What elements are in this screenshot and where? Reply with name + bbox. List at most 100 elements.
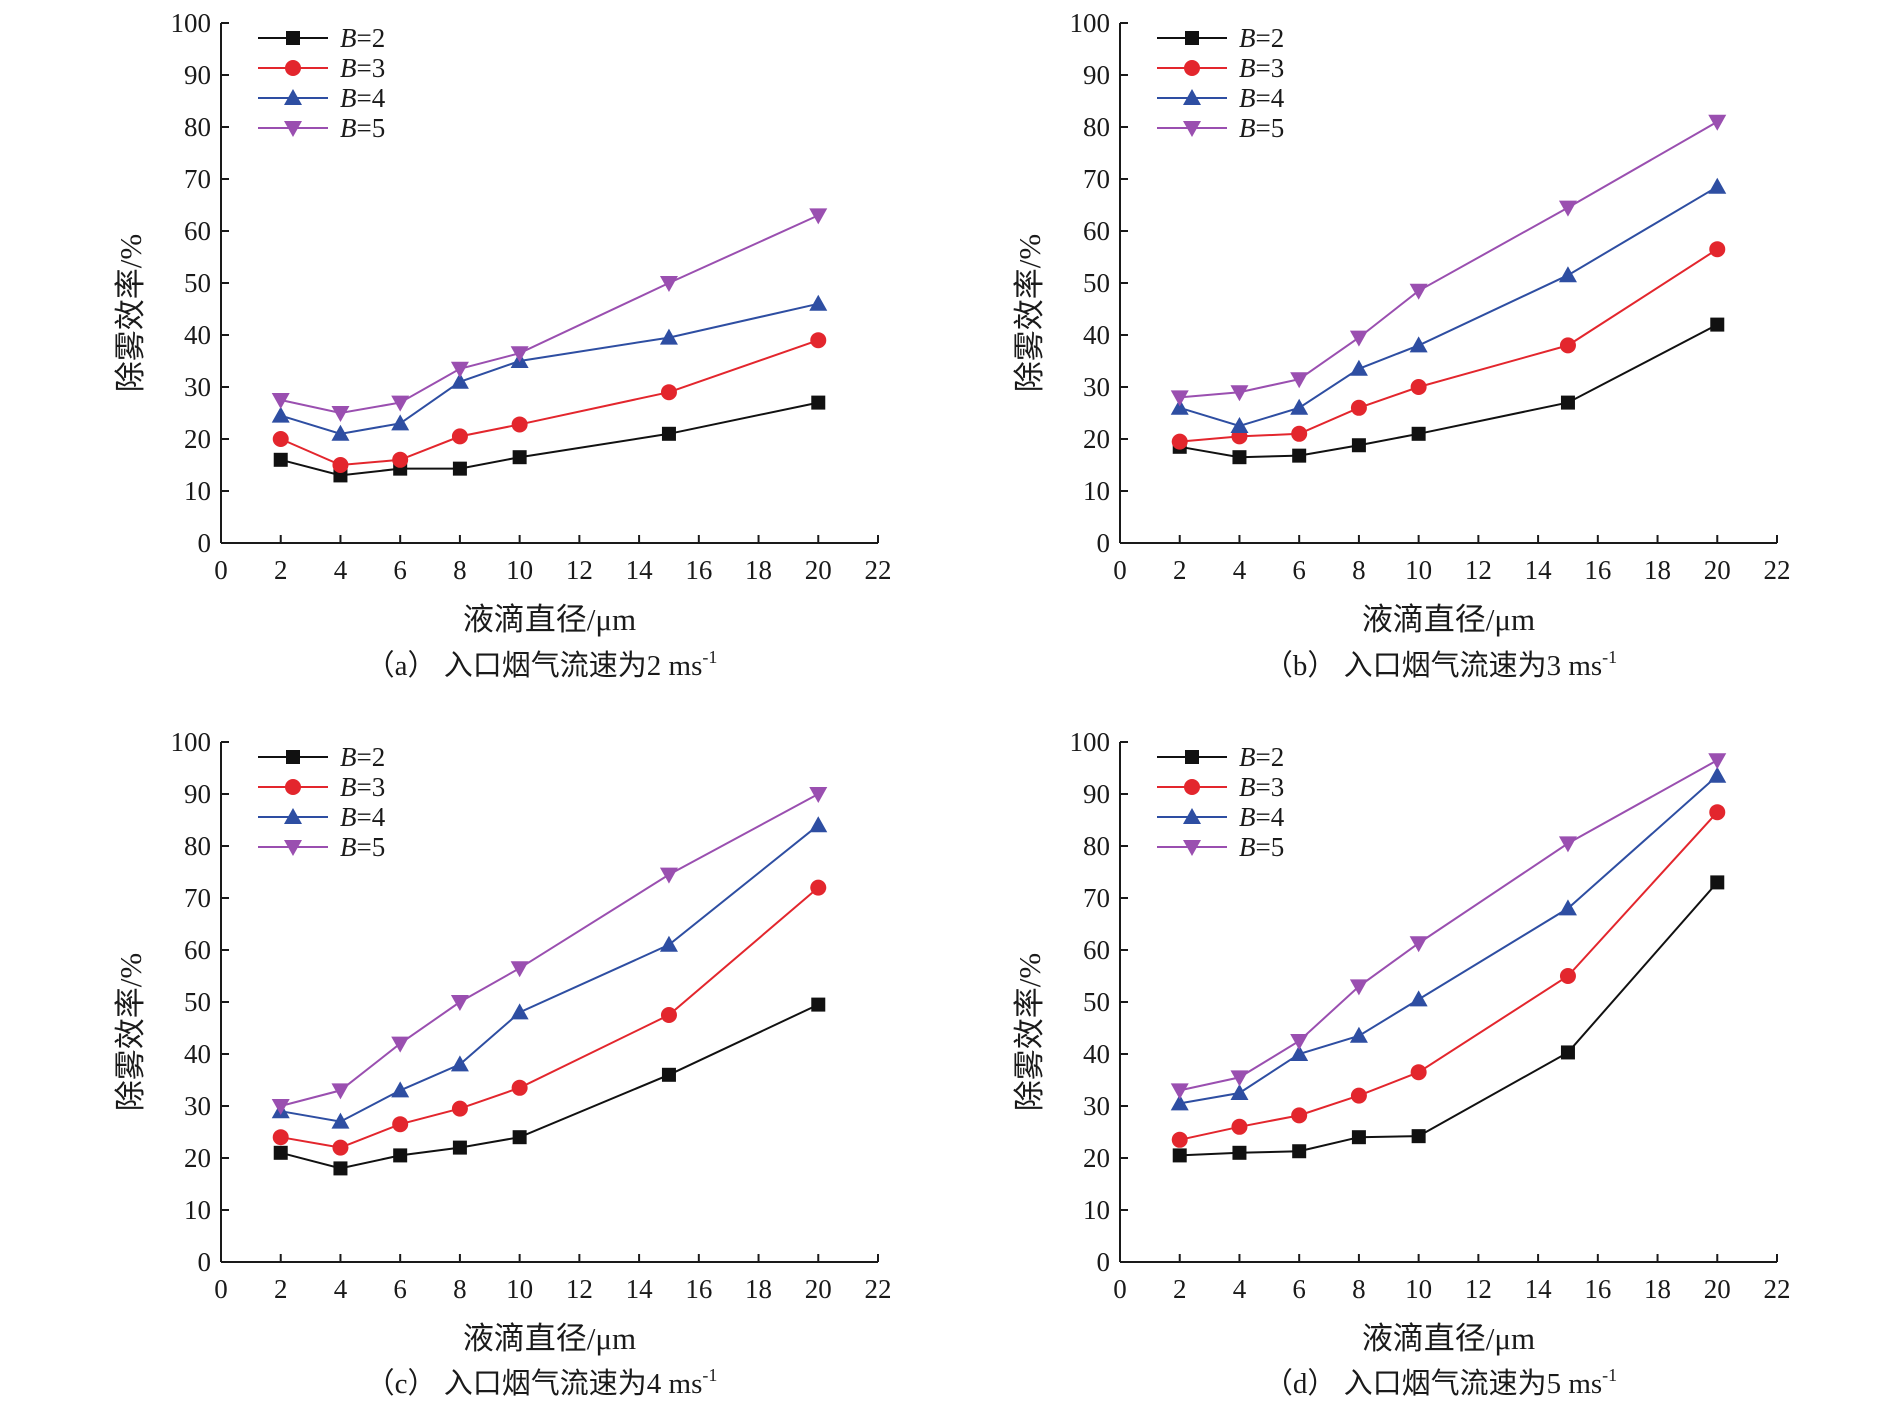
data-point: [1708, 177, 1727, 194]
data-point: [331, 1083, 350, 1100]
data-point: [661, 426, 676, 441]
data-point: [1230, 1084, 1249, 1100]
data-point: [1171, 433, 1188, 450]
data-point: [809, 787, 828, 803]
x-axis-title: 液滴直径/μm: [463, 1321, 636, 1356]
data-point: [809, 208, 828, 225]
y-tick-label: 50: [184, 268, 211, 298]
x-tick-label: 20: [1704, 555, 1731, 585]
x-tick-label: 8: [1352, 555, 1366, 585]
legend-label: B=2: [340, 23, 385, 53]
x-tick-label: 8: [1352, 1274, 1366, 1304]
legend-label: B=5: [1239, 832, 1284, 862]
legend-label: B=3: [1239, 772, 1284, 802]
data-point: [273, 452, 288, 467]
data-point: [1170, 1083, 1189, 1100]
data-point: [1559, 337, 1576, 354]
legend-marker: [286, 31, 300, 45]
data-point: [1230, 417, 1249, 433]
y-tick-label: 50: [1083, 987, 1110, 1017]
legend-marker: [285, 60, 301, 76]
legend-label: B=2: [1239, 23, 1284, 53]
data-point: [1230, 385, 1249, 402]
series-B=2: [273, 395, 826, 483]
x-tick-label: 14: [1525, 1274, 1553, 1304]
y-tick-label: 10: [1083, 476, 1110, 506]
y-tick-label: 10: [184, 476, 211, 506]
data-point: [391, 1081, 410, 1098]
data-point: [1558, 266, 1577, 283]
legend-marker: [1183, 89, 1201, 105]
x-tick-label: 2: [274, 1274, 288, 1304]
data-point: [451, 1100, 468, 1117]
data-point: [1230, 1070, 1249, 1087]
panel-caption: （a） 入口烟气流速为2 ms-1: [366, 647, 718, 682]
data-point: [811, 997, 826, 1012]
x-tick-label: 0: [1113, 1274, 1127, 1304]
y-tick-label: 30: [184, 1091, 211, 1121]
y-tick-label: 90: [1083, 60, 1110, 90]
data-point: [1410, 1064, 1427, 1081]
data-point: [1349, 330, 1368, 347]
y-tick-label: 60: [184, 935, 211, 965]
x-tick-label: 4: [1233, 555, 1247, 585]
data-point: [1170, 398, 1189, 415]
legend-label: B=2: [340, 742, 385, 772]
data-point: [333, 1161, 348, 1176]
x-tick-label: 18: [745, 555, 772, 585]
x-tick-label: 20: [1704, 1274, 1731, 1304]
legend-label: B=3: [1239, 53, 1284, 83]
legend-marker: [1184, 60, 1200, 76]
y-tick-label: 80: [1083, 831, 1110, 861]
data-point: [452, 461, 467, 476]
legend-marker: [286, 750, 300, 764]
legend-label: B=4: [1239, 83, 1285, 113]
x-tick-label: 18: [745, 1274, 772, 1304]
data-point: [510, 1003, 529, 1020]
legend-label: B=2: [1239, 742, 1284, 772]
data-point: [450, 372, 469, 389]
x-tick-label: 14: [1525, 555, 1553, 585]
data-point: [331, 406, 350, 422]
y-tick-label: 60: [1083, 935, 1110, 965]
y-tick-label: 80: [184, 112, 211, 142]
legend-marker: [284, 89, 302, 105]
y-tick-label: 100: [171, 727, 212, 757]
legend-marker: [1185, 750, 1199, 764]
data-point: [1409, 990, 1428, 1007]
series-line: [280, 339, 819, 467]
y-tick-label: 100: [1070, 727, 1111, 757]
x-tick-label: 20: [805, 555, 832, 585]
legend-label: B=5: [1239, 113, 1284, 143]
legend-marker: [284, 808, 302, 824]
y-tick-label: 50: [1083, 268, 1110, 298]
x-tick-label: 0: [214, 555, 228, 585]
data-point: [1232, 450, 1247, 465]
data-point: [510, 346, 529, 363]
y-tick-label: 0: [198, 528, 212, 558]
y-tick-label: 90: [184, 60, 211, 90]
data-point: [1290, 398, 1309, 415]
data-point: [1232, 1145, 1247, 1160]
series-B=5: [1170, 753, 1727, 1100]
data-point: [392, 1116, 409, 1133]
y-axis-title: 除雾效率/%: [113, 234, 148, 392]
y-tick-label: 0: [1097, 528, 1111, 558]
caption-superscript: -1: [1602, 647, 1617, 667]
y-tick-label: 70: [1083, 883, 1110, 913]
x-tick-label: 22: [865, 1274, 892, 1304]
data-point: [510, 961, 529, 978]
y-tick-label: 20: [1083, 424, 1110, 454]
legend: B=2B=3B=4B=5: [258, 23, 386, 143]
data-point: [810, 332, 827, 349]
data-point: [331, 1112, 350, 1129]
y-tick-label: 10: [184, 1195, 211, 1225]
series-B=5: [271, 208, 828, 422]
data-point: [271, 1099, 290, 1115]
x-tick-label: 12: [566, 1274, 593, 1304]
data-point: [1710, 875, 1725, 890]
data-point: [1350, 1087, 1367, 1104]
series-B=2: [273, 997, 826, 1176]
data-point: [1708, 766, 1727, 783]
